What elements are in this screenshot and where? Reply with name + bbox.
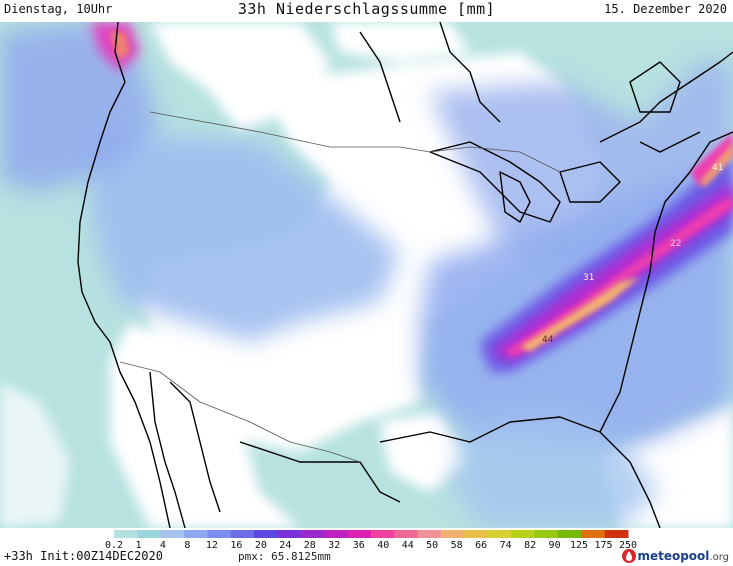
legend-swatch: [394, 530, 419, 538]
legend-tick-label: 32: [328, 540, 340, 551]
pmx-label: pmx: 65.8125mm: [238, 550, 331, 563]
country-borders: [119, 111, 561, 463]
legend-tick-label: 175: [594, 540, 612, 551]
contour-label-41: 41: [712, 163, 723, 173]
legend-swatch: [534, 530, 559, 538]
legend-swatch: [300, 530, 325, 538]
legend-tick-label: 50: [426, 540, 438, 551]
legend: 0.2 1 4 8 12 16 20 24 28 32 36 40 44 50 58 66 74 82 90 125 1…: [0, 528, 733, 566]
legend-swatch: [137, 530, 162, 538]
precip-heavy-band: [90, 22, 733, 372]
logo-suffix: .org: [709, 552, 729, 563]
legend-swatch: [114, 530, 138, 538]
legend-swatch: [581, 530, 606, 538]
color-scale-bar: 0.2 1 4 8 12 16 20 24 28 32 36 40 44 50 58 66 74 82 90 125 1…: [105, 530, 637, 551]
legend-swatch: [254, 530, 279, 538]
contour-label-31: 31: [583, 273, 594, 283]
legend-swatch: [160, 530, 185, 538]
logo-drop-icon: [622, 549, 637, 563]
legend-swatch: [207, 530, 232, 538]
legend-tick-label: 74: [500, 540, 512, 551]
meteopool-logo: meteopool.org: [621, 548, 729, 564]
legend-tick-label: 250: [619, 540, 637, 551]
init-time-label: +33h Init:00Z14DEC2020: [4, 549, 163, 563]
legend-swatch: [347, 530, 372, 538]
legend-swatch: [371, 530, 395, 538]
legend-tick-label: 90: [549, 540, 561, 551]
contour-label-22: 22: [670, 239, 681, 249]
legend-tick-label: 125: [570, 540, 588, 551]
legend-swatch: [324, 530, 349, 538]
header: Dienstag, 10Uhr 33h Niederschlagssumme […: [0, 0, 733, 22]
forecast-time-label: Dienstag, 10Uhr: [4, 2, 113, 16]
legend-tick-label: 36: [353, 540, 365, 551]
legend-swatch: [604, 530, 629, 538]
contour-label-44: 44: [542, 335, 554, 345]
legend-tick-label: 8: [184, 540, 190, 551]
legend-tick-label: 82: [524, 540, 536, 551]
legend-tick-label: 24: [279, 540, 291, 551]
legend-swatch: [417, 530, 442, 538]
legend-swatch: [487, 530, 512, 538]
legend-tick-label: 4: [160, 540, 166, 551]
legend-tick-label: 0.2: [105, 540, 123, 551]
legend-tick-label: 16: [230, 540, 242, 551]
legend-swatch: [441, 530, 465, 538]
legend-swatch: [557, 530, 582, 538]
legend-tick-label: 1: [135, 540, 141, 551]
legend-swatch: [230, 530, 255, 538]
logo-name: meteopool: [637, 549, 710, 563]
legend-swatch: [184, 530, 208, 538]
legend-tick-label: 40: [377, 540, 389, 551]
legend-swatch: [464, 530, 489, 538]
legend-swatch: [511, 530, 536, 538]
legend-tick-label: 28: [304, 540, 316, 551]
coastlines: [77, 22, 733, 528]
forecast-date-label: 15. Dezember 2020: [604, 2, 727, 16]
precipitation-map: 22 31 44 41: [0, 22, 733, 528]
legend-tick-label: 12: [206, 540, 218, 551]
legend-tick-label: 20: [255, 540, 267, 551]
map-title: 33h Niederschlagssumme [mm]: [237, 0, 496, 18]
legend-tick-label: 44: [402, 540, 414, 551]
legend-swatch: [277, 530, 302, 538]
legend-tick-label: 58: [451, 540, 463, 551]
legend-tick-label: 66: [475, 540, 487, 551]
